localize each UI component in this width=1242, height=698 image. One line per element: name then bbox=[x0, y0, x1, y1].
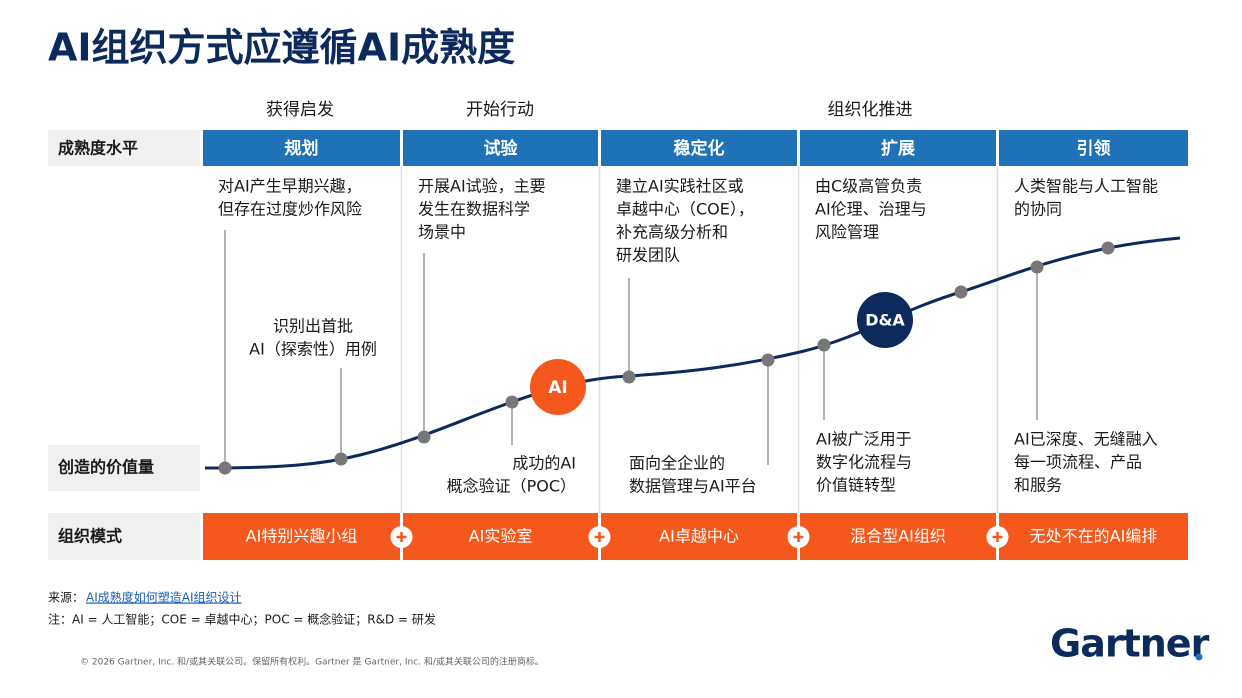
leader-lines bbox=[224, 230, 1038, 468]
level-header: 试验 bbox=[484, 138, 519, 159]
title: AI组织方式应遵循AI成熟度 bbox=[48, 26, 515, 70]
org-mode: AI卓越中心 bbox=[659, 527, 739, 546]
level-header: 引领 bbox=[1077, 138, 1111, 159]
marker-label: AI bbox=[548, 378, 567, 398]
org-mode-bg bbox=[800, 513, 996, 560]
description-line: 建立AI实践社区或 bbox=[616, 177, 744, 196]
level-header: 稳定化 bbox=[674, 138, 725, 159]
annotation-line: 数字化流程与 bbox=[816, 453, 912, 472]
annotation-line: 价值链转型 bbox=[816, 476, 896, 495]
description-line: 场景中 bbox=[418, 223, 466, 242]
marker-label: D&A bbox=[865, 311, 905, 330]
curve-points bbox=[218, 241, 1115, 475]
org-mode-bg bbox=[203, 513, 400, 560]
curve-point bbox=[817, 338, 831, 352]
curve-point bbox=[505, 395, 519, 409]
curve-point bbox=[1030, 260, 1044, 274]
description-line: 补充高级分析和 bbox=[616, 223, 728, 242]
level-header-bg bbox=[800, 130, 996, 166]
annotation-line: 和服务 bbox=[1014, 476, 1062, 495]
description-line: 人类智能与人工智能 bbox=[1014, 177, 1158, 196]
description-line: 开展AI试验，主要 bbox=[418, 177, 546, 196]
annotation-line: AI已深度、无缝融入 bbox=[1014, 430, 1158, 449]
row-label-bg bbox=[48, 445, 200, 491]
row-label: 组织模式 bbox=[58, 527, 122, 546]
org-mode-bg bbox=[601, 513, 797, 560]
annotation-line: 每一项流程、产品 bbox=[1014, 453, 1142, 472]
curve-point bbox=[417, 430, 431, 444]
logo: Gartner bbox=[1050, 622, 1210, 666]
level-header-bg bbox=[403, 130, 598, 166]
phase: 开始行动 bbox=[466, 100, 534, 120]
description-line: 但存在过度炒作风险 bbox=[218, 200, 362, 219]
plus-sign bbox=[793, 532, 804, 542]
marker-circle bbox=[530, 359, 586, 415]
source-link[interactable]: AI成熟度如何塑造AI组织设计 bbox=[86, 590, 242, 605]
marker-circle bbox=[857, 292, 913, 348]
description-line: 卓越中心（COE）， bbox=[616, 200, 754, 219]
phase: 组织化推进 bbox=[828, 100, 913, 120]
description-line: 由C级高管负责 bbox=[815, 177, 922, 196]
source-label: 来源： bbox=[48, 591, 84, 605]
plus-sign bbox=[396, 532, 407, 542]
org-mode: 无处不在的AI编排 bbox=[1030, 527, 1158, 546]
row-label-bg bbox=[48, 130, 200, 166]
copyright: © 2026 Gartner, Inc. 和/或其关联公司。保留所有权利。Gar… bbox=[80, 656, 544, 668]
level-header: 扩展 bbox=[881, 138, 915, 159]
plus-sign bbox=[594, 532, 605, 542]
annotation-line: 识别出首批 bbox=[273, 317, 353, 336]
description-line: AI伦理、治理与 bbox=[815, 200, 927, 219]
curve-point bbox=[1101, 241, 1115, 255]
org-mode: AI特别兴趣小组 bbox=[246, 527, 358, 546]
level-header-bg bbox=[999, 130, 1188, 166]
org-mode: 混合型AI组织 bbox=[850, 527, 946, 546]
description-line: 风险管理 bbox=[815, 223, 879, 242]
description-line: 发生在数据科学 bbox=[418, 200, 530, 219]
annotation-line: 数据管理与AI平台 bbox=[629, 477, 757, 496]
description-line: 研发团队 bbox=[616, 246, 680, 265]
level-header-bg bbox=[601, 130, 797, 166]
org-mode: AI实验室 bbox=[469, 527, 533, 546]
description-line: 的协同 bbox=[1014, 200, 1062, 219]
phase: 获得启发 bbox=[266, 100, 334, 120]
logo-dot bbox=[1195, 653, 1203, 661]
plus-sign bbox=[992, 532, 1003, 542]
curve-point bbox=[622, 370, 636, 384]
curve-point bbox=[218, 461, 232, 475]
curve-point bbox=[761, 353, 775, 367]
value-curve bbox=[204, 236, 1181, 470]
row-label: 创造的价值量 bbox=[57, 458, 154, 477]
level-header-bg bbox=[203, 130, 400, 166]
row-label: 成熟度水平 bbox=[58, 139, 138, 158]
curve-point bbox=[954, 285, 968, 299]
annotation-line: AI（探索性）用例 bbox=[249, 340, 377, 359]
annotation-line: 概念验证（POC） bbox=[447, 477, 576, 496]
annotation-line: AI被广泛用于 bbox=[816, 430, 912, 449]
org-mode-bg bbox=[999, 513, 1188, 560]
curve-point bbox=[334, 452, 348, 466]
org-mode-bg bbox=[403, 513, 598, 560]
annotation-line: 面向全企业的 bbox=[629, 454, 725, 473]
description-line: 对AI产生早期兴趣， bbox=[218, 177, 362, 196]
note: 注：AI = 人工智能；COE = 卓越中心；POC = 概念验证；R&D = … bbox=[48, 612, 436, 627]
level-header: 规划 bbox=[285, 138, 319, 159]
annotation-line: 成功的AI bbox=[512, 454, 576, 473]
row-label-bg bbox=[48, 513, 200, 560]
